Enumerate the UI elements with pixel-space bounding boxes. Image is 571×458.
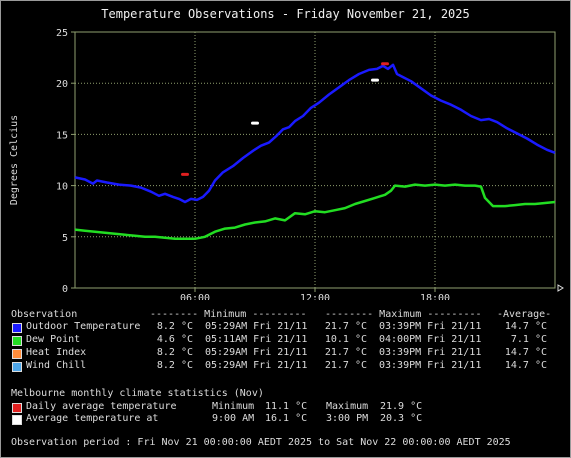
legend-label: Heat Index: [26, 347, 87, 358]
legend-header-observation: Observation: [11, 309, 78, 320]
x-tick-label: 12:00: [300, 293, 330, 300]
y-tick-label: 10: [56, 182, 68, 193]
x-axis-arrow: [557, 284, 564, 292]
legend-max-time: 03:39PM Fri 21/11: [379, 321, 482, 332]
legend-swatch: [12, 362, 22, 372]
average-at-time-1: 9:00 AM: [212, 413, 255, 424]
chart-title: Temperature Observations - Friday Novemb…: [101, 7, 470, 21]
x-tick-label: 06:00: [180, 293, 210, 300]
average-at-value-1: 16.1 °C: [265, 413, 308, 424]
legend-label: Wind Chill: [26, 360, 87, 371]
plot-area: [74, 31, 556, 289]
daily-max-label: Maximum: [326, 401, 369, 412]
y-tick-label: 0: [62, 284, 68, 295]
legend-min-value: 8.2 °C: [156, 347, 193, 358]
legend-max-value: 21.7 °C: [324, 360, 367, 371]
legend-header-average: -Average-: [497, 309, 552, 320]
observation-period: Observation period : Fri Nov 21 00:00:00…: [11, 437, 511, 448]
legend-swatch: [12, 336, 22, 346]
legend-max-time: 03:39PM Fri 21/11: [379, 360, 482, 371]
series-line-dew-point: [74, 183, 556, 241]
legend-min-time: 05:29AM Fri 21/11: [205, 347, 308, 358]
legend-min-value: 4.6 °C: [156, 334, 193, 345]
legend-header-minimum: -------- Minimum ---------: [150, 309, 307, 320]
average-at-value-2: 20.3 °C: [380, 413, 423, 424]
y-tick-label: 25: [56, 28, 68, 39]
legend-label: Dew Point: [26, 334, 81, 345]
climate-marker: [251, 121, 259, 125]
legend-average: 14.7 °C: [504, 360, 547, 371]
legend-max-value: 21.7 °C: [324, 321, 367, 332]
daily-min-value: 11.1 °C: [265, 401, 308, 412]
legend-max-time: 04:00PM Fri 21/11: [379, 334, 482, 345]
y-tick-label: 15: [56, 130, 68, 141]
legend-swatch: [12, 323, 22, 333]
series-line-outdoor-temperature: [74, 63, 556, 204]
series-lines: [74, 63, 556, 241]
average-at-swatch: [12, 415, 22, 425]
legend-header-maximum: -------- Maximum ---------: [325, 309, 482, 320]
axes: 0 5 10 15 20 25 06:00 12:00 18:00: [56, 28, 564, 300]
legend-min-value: 8.2 °C: [156, 360, 193, 371]
daily-average-swatch: [12, 403, 22, 413]
y-axis-label: Degrees Celcius: [9, 115, 20, 205]
legend-max-time: 03:39PM Fri 21/11: [379, 347, 482, 358]
legend-max-value: 10.1 °C: [324, 334, 367, 345]
climate-markers: [181, 62, 389, 176]
grid-lines: [75, 32, 555, 288]
x-tick-label: 18:00: [420, 293, 450, 300]
y-tick-label: 20: [56, 79, 68, 90]
legend-average: 14.7 °C: [504, 347, 547, 358]
legend-average: 14.7 °C: [504, 321, 547, 332]
average-at-label: Average temperature at: [26, 413, 159, 424]
legend-max-value: 21.7 °C: [324, 347, 367, 358]
daily-max-value: 21.9 °C: [380, 401, 423, 412]
climate-marker: [381, 62, 389, 66]
average-at-time-2: 3:00 PM: [326, 413, 369, 424]
y-tick-label: 5: [62, 233, 68, 244]
daily-min-label: Minimum: [212, 401, 255, 412]
legend-min-time: 05:11AM Fri 21/11: [205, 334, 308, 345]
legend-average: 7.1 °C: [510, 334, 547, 345]
legend-min-time: 05:29AM Fri 21/11: [205, 360, 308, 371]
temperature-chart: 0 5 10 15 20 25 06:00 12:00 18:00 Degrees Celciu…: [9, 28, 564, 300]
legend-min-value: 8.2 °C: [156, 321, 193, 332]
legend-min-time: 05:29AM Fri 21/11: [205, 321, 308, 332]
climate-marker: [371, 78, 379, 82]
legend-swatch: [12, 349, 22, 359]
daily-average-label: Daily average temperature: [26, 401, 177, 412]
legend-label: Outdoor Temperature: [26, 321, 141, 332]
climate-marker: [181, 172, 189, 176]
climate-heading: Melbourne monthly climate statistics (No…: [11, 388, 264, 399]
